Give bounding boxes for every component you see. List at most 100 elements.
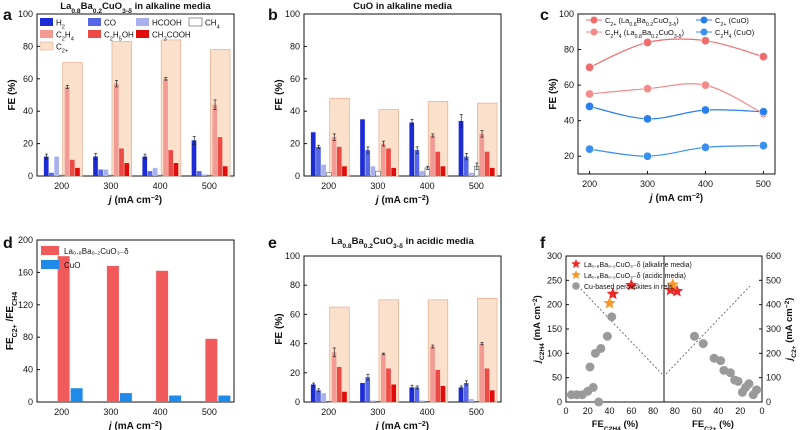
bar-h2 — [360, 383, 365, 402]
x-axis-label-c: j (mA cm−2) — [648, 193, 703, 205]
legend-swatch-d — [41, 246, 59, 255]
x-tick-label-a: 200 — [54, 181, 69, 191]
y-axis-label-f-right: jC2+ (mA cm−2) — [784, 298, 798, 363]
ref-point-right — [737, 387, 747, 397]
plot-frame-a — [36, 13, 235, 177]
star-alkaline-left — [625, 278, 638, 291]
legend-label-c: C2H4 (La0.8Ba0.2CuO3-δ) — [605, 28, 684, 40]
bar-h2 — [360, 119, 365, 176]
legend-swatch-a — [40, 30, 53, 38]
plot-frame-b — [303, 13, 502, 177]
y-tick-label-f-right: 100 — [766, 373, 781, 383]
x-tick-label-f-left: 40 — [605, 406, 615, 416]
x-axis-label-e: j (mA cm−2) — [374, 421, 429, 430]
y-tick-label-b: 40 — [290, 106, 300, 116]
data-point-c — [700, 80, 710, 90]
bar-d-la-ba — [57, 256, 70, 402]
bar-co — [414, 150, 420, 176]
bar-ch3cooh — [440, 385, 446, 402]
legend-swatch-a — [88, 18, 101, 26]
bar-co — [365, 377, 371, 402]
x-tick-label-d: 300 — [103, 407, 118, 417]
ref-point-right — [725, 368, 735, 378]
y-tick-label-d: 0 — [28, 397, 33, 407]
legend-swatch-d — [41, 260, 59, 269]
bar-ch3cooh — [75, 167, 80, 176]
data-point-c — [585, 101, 595, 111]
x-axis-label-d: j (mA cm−2) — [107, 421, 162, 430]
star-acidic-right — [666, 278, 679, 290]
x-tick-label-f-left: 0 — [563, 406, 568, 416]
bar-ch4 — [59, 174, 65, 177]
plot-frame-d — [36, 239, 235, 403]
ref-point-right — [744, 379, 754, 389]
x-axis-label-f-left: FEC2H4 (%) — [592, 419, 639, 430]
x-tick-label-a: 500 — [202, 181, 217, 191]
x-tick-label-a: 300 — [103, 181, 118, 191]
legend-marker-f — [571, 270, 581, 280]
y-tick-label-e: 20 — [290, 368, 300, 378]
bar-ch4 — [157, 174, 163, 177]
bar-hcooh — [321, 393, 326, 402]
y-tick-label-f-right: 400 — [766, 300, 781, 310]
data-point-c — [700, 36, 710, 46]
bar-h2 — [458, 387, 464, 402]
legend-swatch-a — [136, 18, 149, 26]
y-axis-label-d: FEC2+ /FECH4 — [5, 292, 19, 350]
y-tick-label-a: 20 — [23, 139, 33, 149]
x-tick-label-f-right: 20 — [735, 406, 745, 416]
legend-marker-c — [700, 16, 708, 24]
x-tick-label-f-left: 60 — [626, 406, 636, 416]
legend-label-f: La₀.₈Ba₀.₂CuO₃₋δ (acidic media) — [584, 273, 686, 280]
legend-label-a: CH4 — [205, 19, 220, 31]
ref-point-right — [733, 376, 743, 386]
x-axis-label-a: j (mA cm−2) — [107, 195, 162, 207]
bar-c2h4 — [331, 352, 337, 402]
y-tick-label-f-left: 300 — [547, 251, 562, 261]
legend-marker-c — [700, 28, 708, 36]
x-tick-label-e: 300 — [370, 407, 385, 417]
y-axis-label-b: FE (%) — [274, 79, 285, 110]
bar-h2 — [93, 156, 98, 176]
panel-title-b: CuO in alkaline media — [353, 1, 452, 12]
x-tick-label-c: 200 — [582, 179, 597, 189]
bar-hcooh — [419, 400, 425, 402]
star-alkaline-right — [670, 284, 684, 297]
legend-label-f: Cu-based perovskites in refs. — [584, 284, 675, 291]
ref-point-left — [588, 382, 598, 392]
y-axis-label-f-left: jC2H4 (mA cm−2) — [532, 295, 546, 365]
bar-c2h4 — [430, 346, 435, 402]
bar-hcooh — [469, 172, 474, 176]
bar-c2h5oh — [69, 159, 75, 176]
legend-label-c: C2H4 (CuO) — [715, 28, 755, 40]
y-tick-label-e: 80 — [290, 280, 300, 290]
x-axis-label-f-right: FEC2+ (%) — [692, 419, 734, 430]
bar-h2 — [191, 140, 197, 176]
bar-ch3cooh — [124, 163, 130, 176]
bar-h2 — [409, 122, 415, 176]
bar-hcooh — [152, 167, 158, 176]
series-line-c-3 — [589, 144, 764, 157]
panel-label-c: c — [540, 7, 549, 24]
y-tick-label-f-left: 200 — [547, 300, 562, 310]
bar-c2h5oh — [119, 148, 124, 176]
guide-line-right — [665, 285, 751, 375]
x-tick-label-e: 500 — [469, 407, 484, 417]
bar-c2h5oh — [217, 137, 223, 176]
bar-hcooh — [54, 156, 59, 176]
bar-c2h5oh — [435, 369, 441, 402]
legend-label-a: CO — [104, 19, 116, 28]
series-line-c-0 — [589, 38, 764, 68]
bar-hcooh — [370, 400, 376, 402]
bar-ch3cooh — [489, 167, 495, 176]
y-tick-label-a: 100 — [18, 9, 33, 19]
y-tick-label-a: 0 — [28, 171, 33, 181]
x-tick-label-d: 500 — [202, 407, 217, 417]
x-tick-label-c: 400 — [698, 179, 713, 189]
bar-h2 — [43, 156, 49, 176]
x-tick-label-f-left: 80 — [648, 406, 658, 416]
bar-ch3cooh — [489, 390, 495, 402]
ref-point-left — [596, 343, 606, 353]
ref-point-right — [748, 390, 758, 400]
x-tick-label-e: 200 — [321, 407, 336, 417]
